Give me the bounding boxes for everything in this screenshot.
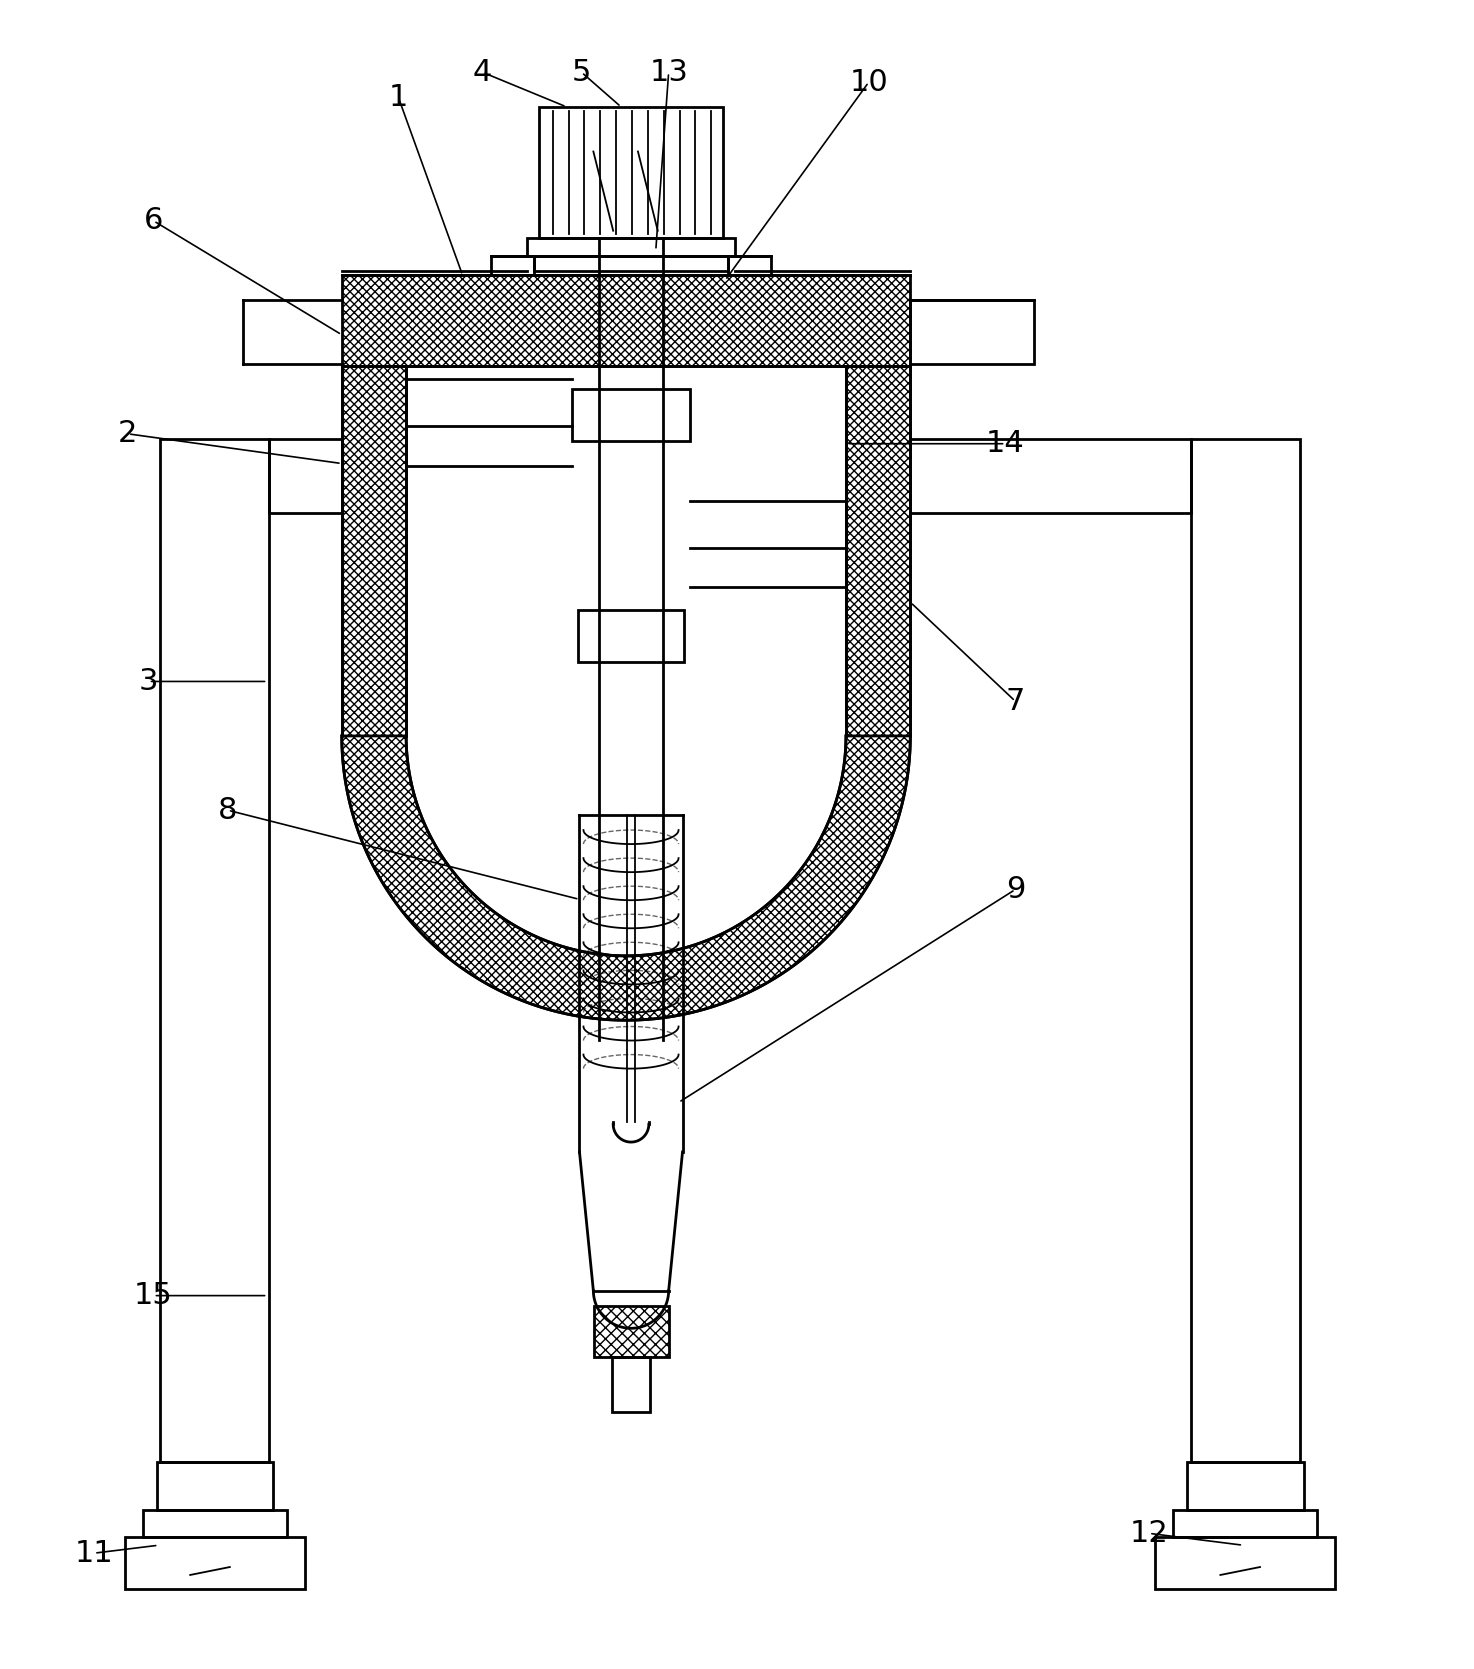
Text: 12: 12 <box>1129 1519 1169 1547</box>
Text: 2: 2 <box>118 419 137 449</box>
Text: 14: 14 <box>986 429 1024 459</box>
Bar <box>528 237 736 255</box>
Bar <box>539 107 724 237</box>
Bar <box>1173 1509 1318 1537</box>
Bar <box>572 389 690 441</box>
Bar <box>156 1462 273 1509</box>
Text: 7: 7 <box>1005 686 1024 716</box>
Bar <box>161 439 270 1462</box>
Text: 1: 1 <box>389 82 408 112</box>
Bar <box>578 611 684 661</box>
Bar <box>728 255 771 287</box>
Bar <box>594 1305 669 1357</box>
Bar <box>1187 1462 1303 1509</box>
Text: 10: 10 <box>849 68 889 97</box>
Bar <box>534 255 728 272</box>
Polygon shape <box>342 736 911 1020</box>
Bar <box>1191 439 1300 1462</box>
Text: 11: 11 <box>75 1539 113 1567</box>
Bar <box>911 439 1191 512</box>
Bar <box>911 300 1035 364</box>
Text: 4: 4 <box>473 58 492 87</box>
Bar <box>143 1509 287 1537</box>
Bar <box>342 275 911 367</box>
Text: 9: 9 <box>1005 875 1024 905</box>
Bar <box>125 1537 305 1589</box>
Bar <box>612 1357 650 1412</box>
Bar <box>270 439 342 512</box>
Text: 5: 5 <box>572 58 591 87</box>
Bar <box>342 367 407 736</box>
Text: 3: 3 <box>139 668 158 696</box>
Bar <box>846 367 911 736</box>
Text: 6: 6 <box>144 207 164 235</box>
Text: 8: 8 <box>218 796 237 824</box>
Text: 13: 13 <box>649 58 688 87</box>
Bar <box>491 255 534 287</box>
Bar <box>1156 1537 1335 1589</box>
Text: 15: 15 <box>134 1282 172 1310</box>
